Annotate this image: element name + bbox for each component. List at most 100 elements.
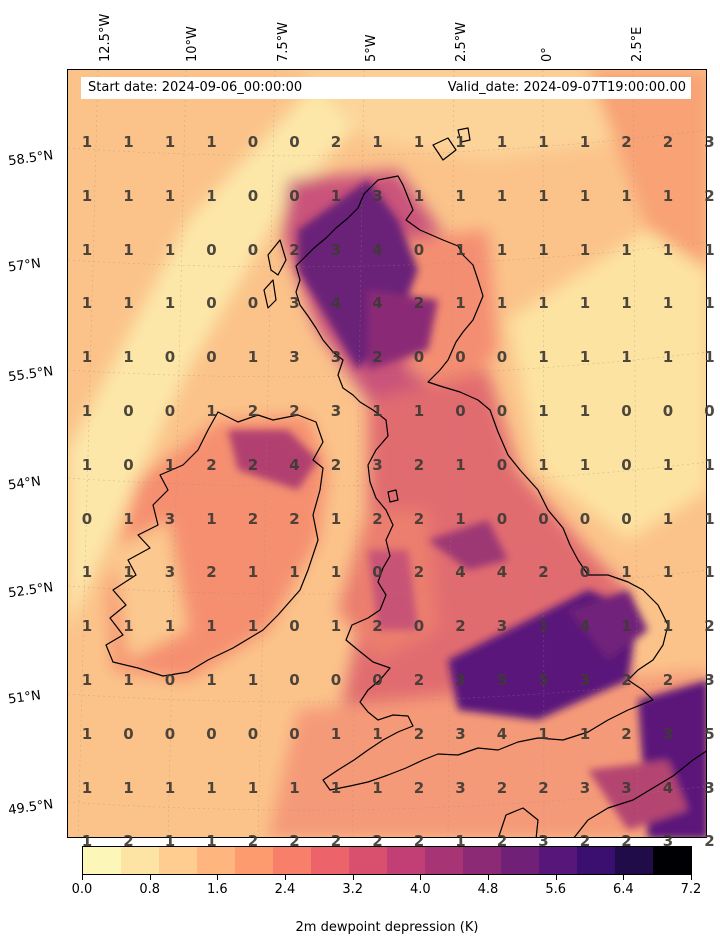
colorbar-segment <box>539 847 577 874</box>
grid-value: 2 <box>704 617 715 636</box>
grid-value: 3 <box>496 617 508 636</box>
colorbar-segment <box>83 847 121 874</box>
isle-of-man <box>387 489 399 503</box>
grid-value: 2 <box>413 832 425 851</box>
grid-value: 1 <box>81 133 93 151</box>
colorbar-tick-label: 2.4 <box>274 882 296 897</box>
longitude-label: 12.5°W <box>98 13 113 62</box>
grid-value: 2 <box>330 832 342 851</box>
grid-value: 3 <box>164 509 176 528</box>
colorbar-segment <box>425 847 463 874</box>
grid-value: 1 <box>662 617 674 636</box>
grid-value: 1 <box>662 294 674 313</box>
colorbar-tick <box>82 875 83 880</box>
latitude-label: 58.5°N <box>7 148 55 170</box>
grid-value: 1 <box>330 186 342 205</box>
grid-value: 1 <box>81 832 93 851</box>
grid-value: 3 <box>662 724 674 743</box>
grid-value: 1 <box>413 133 425 151</box>
pale-band-east <box>508 191 706 540</box>
grid-value: 1 <box>579 186 591 205</box>
grid-value: 1 <box>164 133 176 151</box>
grid-value: 2 <box>662 671 674 689</box>
colorbar-tick <box>488 875 489 880</box>
grid-value: 2 <box>413 671 425 689</box>
graticule <box>68 70 706 837</box>
colorbar-segment <box>501 847 539 874</box>
grid-value: 1 <box>206 778 217 797</box>
grid-value: 1 <box>662 186 674 205</box>
grid-value: 1 <box>538 455 549 474</box>
colorbar-tick-label: 1.6 <box>206 882 228 897</box>
grid-value: 3 <box>372 455 383 474</box>
grid-value: 2 <box>206 563 217 582</box>
grid-value: 0 <box>621 509 632 528</box>
grid-value: 1 <box>164 455 176 474</box>
colorbar <box>82 846 692 875</box>
north-france-dark <box>588 760 688 830</box>
grid-value: 1 <box>81 348 93 367</box>
grid-value: 2 <box>538 778 549 797</box>
grid-value: 1 <box>579 240 591 259</box>
grid-value: 2 <box>247 402 259 420</box>
grid-value: 2 <box>247 832 259 851</box>
grid-value: 1 <box>81 724 93 743</box>
grid-value: 1 <box>704 455 715 474</box>
grid-value: 0 <box>662 402 674 420</box>
grid-value: 1 <box>579 724 591 743</box>
grid-value: 1 <box>247 617 259 636</box>
info-box <box>81 77 691 99</box>
grid-value: 1 <box>496 186 508 205</box>
grid-value: 3 <box>704 133 715 151</box>
latitude-label: 49.5°N <box>7 797 55 819</box>
grid-value: 0 <box>247 240 259 259</box>
grid-value: 2 <box>538 563 549 582</box>
grid-value: 3 <box>330 348 342 367</box>
grid-value: 0 <box>164 724 176 743</box>
colorbar-title: 2m dewpoint depression (K) <box>295 920 479 935</box>
grid-value: 1 <box>206 832 217 851</box>
grid-value: 2 <box>704 832 715 851</box>
grid-value: 1 <box>579 133 591 151</box>
grid-value: 2 <box>247 455 259 474</box>
grid-value: 1 <box>81 455 93 474</box>
grid-value: 1 <box>455 133 466 151</box>
colorbar-tick <box>149 875 151 880</box>
grid-value: 1 <box>330 778 342 797</box>
grid-value: 3 <box>538 832 549 851</box>
grid-value: 1 <box>372 778 383 797</box>
colorbar-segment <box>577 847 615 874</box>
grid-value: 1 <box>81 778 93 797</box>
grid-value: 1 <box>662 509 674 528</box>
longitude-label: 0° <box>540 47 555 62</box>
ireland-north-dark <box>228 430 318 490</box>
colorbar-segment <box>615 847 653 874</box>
grid-value: 2 <box>372 832 383 851</box>
grid-value: 2 <box>123 832 134 851</box>
grid-value: 0 <box>289 671 300 689</box>
colorbar-tick-label: 4.0 <box>409 882 431 897</box>
grid-value: 1 <box>330 563 342 582</box>
grid-value: 2 <box>372 348 383 367</box>
grid-value: 2 <box>621 671 632 689</box>
grid-value: 1 <box>247 671 259 689</box>
colorbar-tick <box>420 875 422 880</box>
colorbar-segment <box>121 847 159 874</box>
grid-value: 4 <box>372 240 383 259</box>
grid-value: 2 <box>330 455 342 474</box>
grid-value: 2 <box>413 778 425 797</box>
valid-date-label: Valid_date: 2024-09-07T19:00:00.00 <box>447 80 686 95</box>
grid-value: 0 <box>164 671 176 689</box>
grid-value: 2 <box>496 778 508 797</box>
grid-value: 1 <box>330 724 342 743</box>
grid-value: 1 <box>621 294 632 313</box>
grid-value: 2 <box>413 455 425 474</box>
grid-value: 0 <box>372 563 383 582</box>
map-panel <box>67 69 707 838</box>
grid-value: 1 <box>81 186 93 205</box>
grid-value: 0 <box>164 402 176 420</box>
france-coast <box>573 750 706 837</box>
colorbar-segment <box>273 847 311 874</box>
grid-value: 0 <box>123 724 134 743</box>
latitude-label: 55.5°N <box>7 364 55 386</box>
